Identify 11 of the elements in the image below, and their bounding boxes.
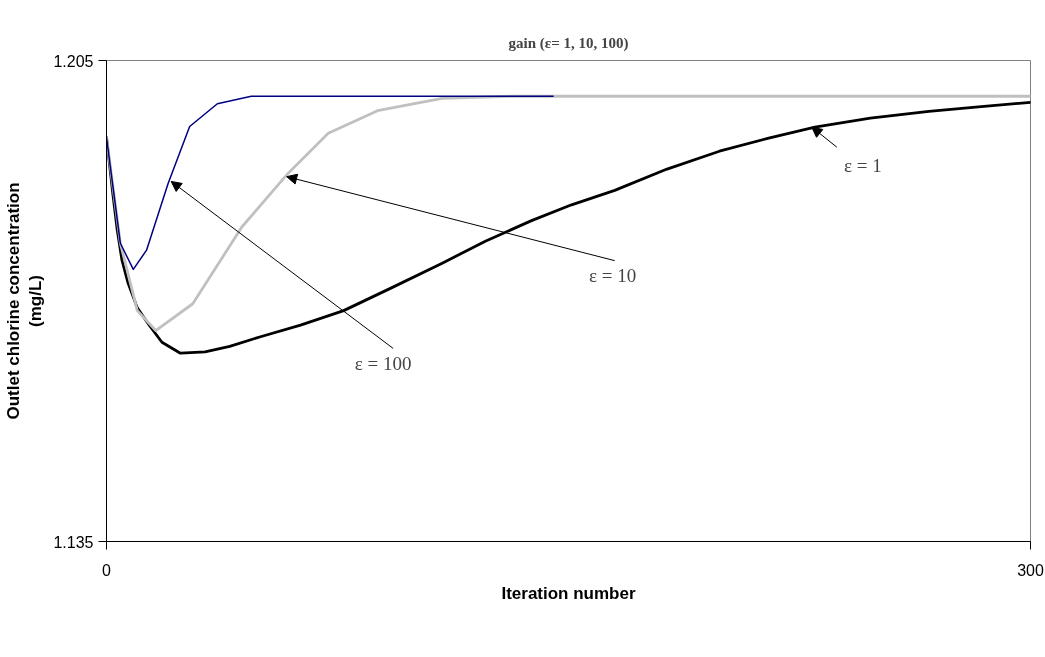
annotation: ε = 10 xyxy=(589,265,637,287)
annotation: ε = 100 xyxy=(354,352,412,374)
line-series xyxy=(106,95,554,271)
y-tick-label: 1.205 xyxy=(53,52,94,70)
x-axis-title: Iteration number xyxy=(501,583,636,603)
x-tick-label: 0 xyxy=(102,561,112,579)
y-tick-label: 1.135 xyxy=(53,533,94,551)
x-tick-label: 300 xyxy=(1017,561,1044,579)
y-axis-title: Outlet chlorine concentration (mg/L) xyxy=(3,182,46,420)
annotation: ε = 1 xyxy=(843,154,882,176)
chart-title: gain (ε= 1, 10, 100) xyxy=(508,34,629,52)
